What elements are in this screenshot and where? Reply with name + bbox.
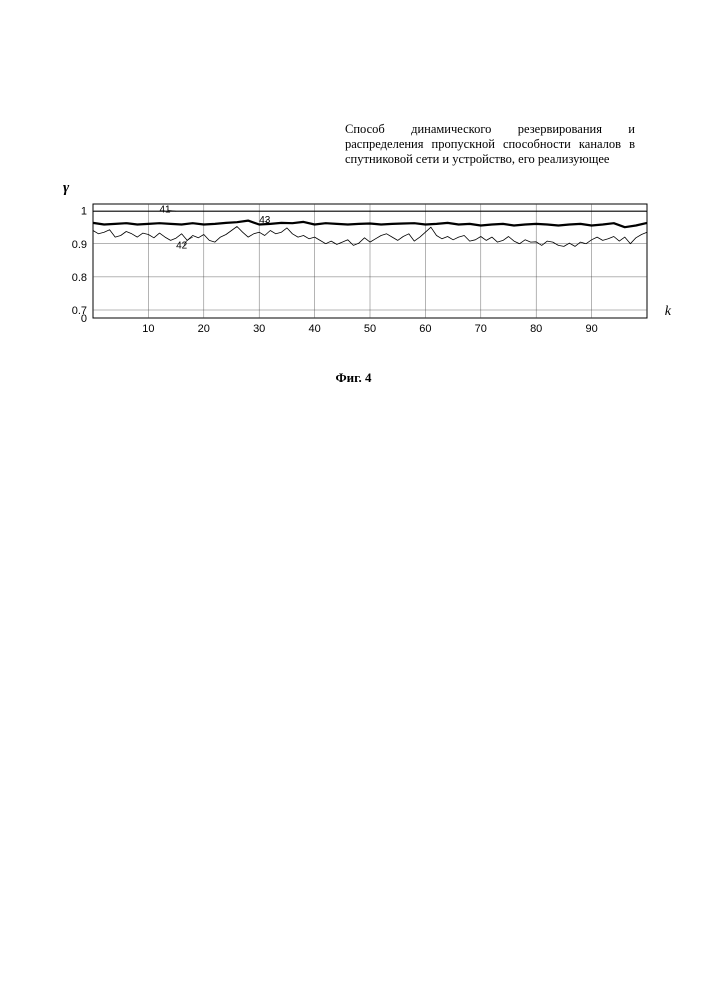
svg-text:0.9: 0.9 — [72, 239, 87, 251]
svg-text:30: 30 — [253, 323, 265, 335]
svg-text:43: 43 — [259, 215, 271, 226]
svg-text:40: 40 — [308, 323, 320, 335]
y-axis-label: γ — [63, 180, 69, 197]
chart-figure: γ k 00.70.80.91102030405060708090414342 — [65, 196, 655, 336]
svg-text:41: 41 — [159, 205, 171, 216]
svg-text:70: 70 — [475, 323, 487, 335]
chart-svg: 00.70.80.91102030405060708090414342 — [65, 196, 655, 356]
svg-text:20: 20 — [198, 323, 210, 335]
svg-text:0.8: 0.8 — [72, 272, 87, 284]
svg-text:50: 50 — [364, 323, 376, 335]
svg-text:1: 1 — [81, 206, 87, 218]
svg-text:0.7: 0.7 — [72, 305, 87, 317]
figure-caption: Фиг. 4 — [0, 370, 707, 386]
svg-text:10: 10 — [142, 323, 154, 335]
x-axis-label: k — [665, 304, 671, 320]
svg-text:42: 42 — [176, 240, 188, 251]
svg-text:80: 80 — [530, 323, 542, 335]
svg-text:60: 60 — [419, 323, 431, 335]
page-title: Способ динамического резервирования и ра… — [345, 122, 635, 167]
svg-text:90: 90 — [585, 323, 597, 335]
